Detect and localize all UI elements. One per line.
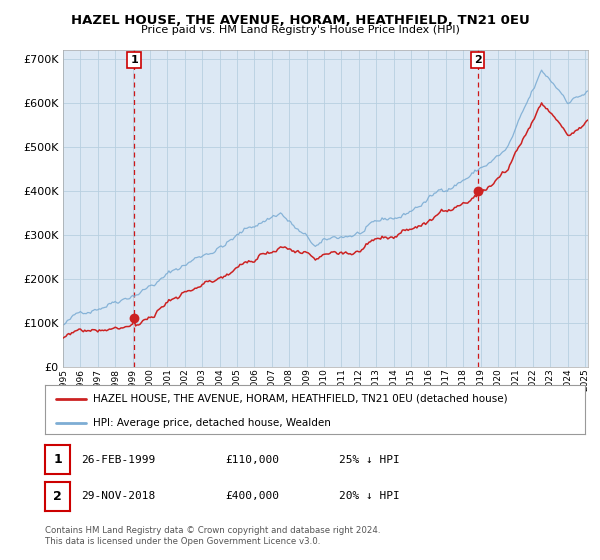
Text: 25% ↓ HPI: 25% ↓ HPI: [339, 455, 400, 465]
Text: 1: 1: [53, 453, 62, 466]
Text: £400,000: £400,000: [225, 491, 279, 501]
Text: 20% ↓ HPI: 20% ↓ HPI: [339, 491, 400, 501]
Text: HAZEL HOUSE, THE AVENUE, HORAM, HEATHFIELD, TN21 0EU (detached house): HAZEL HOUSE, THE AVENUE, HORAM, HEATHFIE…: [92, 394, 507, 404]
Text: 1: 1: [130, 55, 138, 65]
Text: £110,000: £110,000: [225, 455, 279, 465]
Text: Price paid vs. HM Land Registry's House Price Index (HPI): Price paid vs. HM Land Registry's House …: [140, 25, 460, 35]
Text: 29-NOV-2018: 29-NOV-2018: [81, 491, 155, 501]
Point: [129, 314, 139, 323]
Point: [473, 186, 482, 195]
Text: 26-FEB-1999: 26-FEB-1999: [81, 455, 155, 465]
Text: 2: 2: [53, 489, 62, 503]
Text: HPI: Average price, detached house, Wealden: HPI: Average price, detached house, Weal…: [92, 418, 331, 428]
Text: HAZEL HOUSE, THE AVENUE, HORAM, HEATHFIELD, TN21 0EU: HAZEL HOUSE, THE AVENUE, HORAM, HEATHFIE…: [71, 14, 529, 27]
Text: Contains HM Land Registry data © Crown copyright and database right 2024.
This d: Contains HM Land Registry data © Crown c…: [45, 526, 380, 546]
Text: 2: 2: [474, 55, 482, 65]
